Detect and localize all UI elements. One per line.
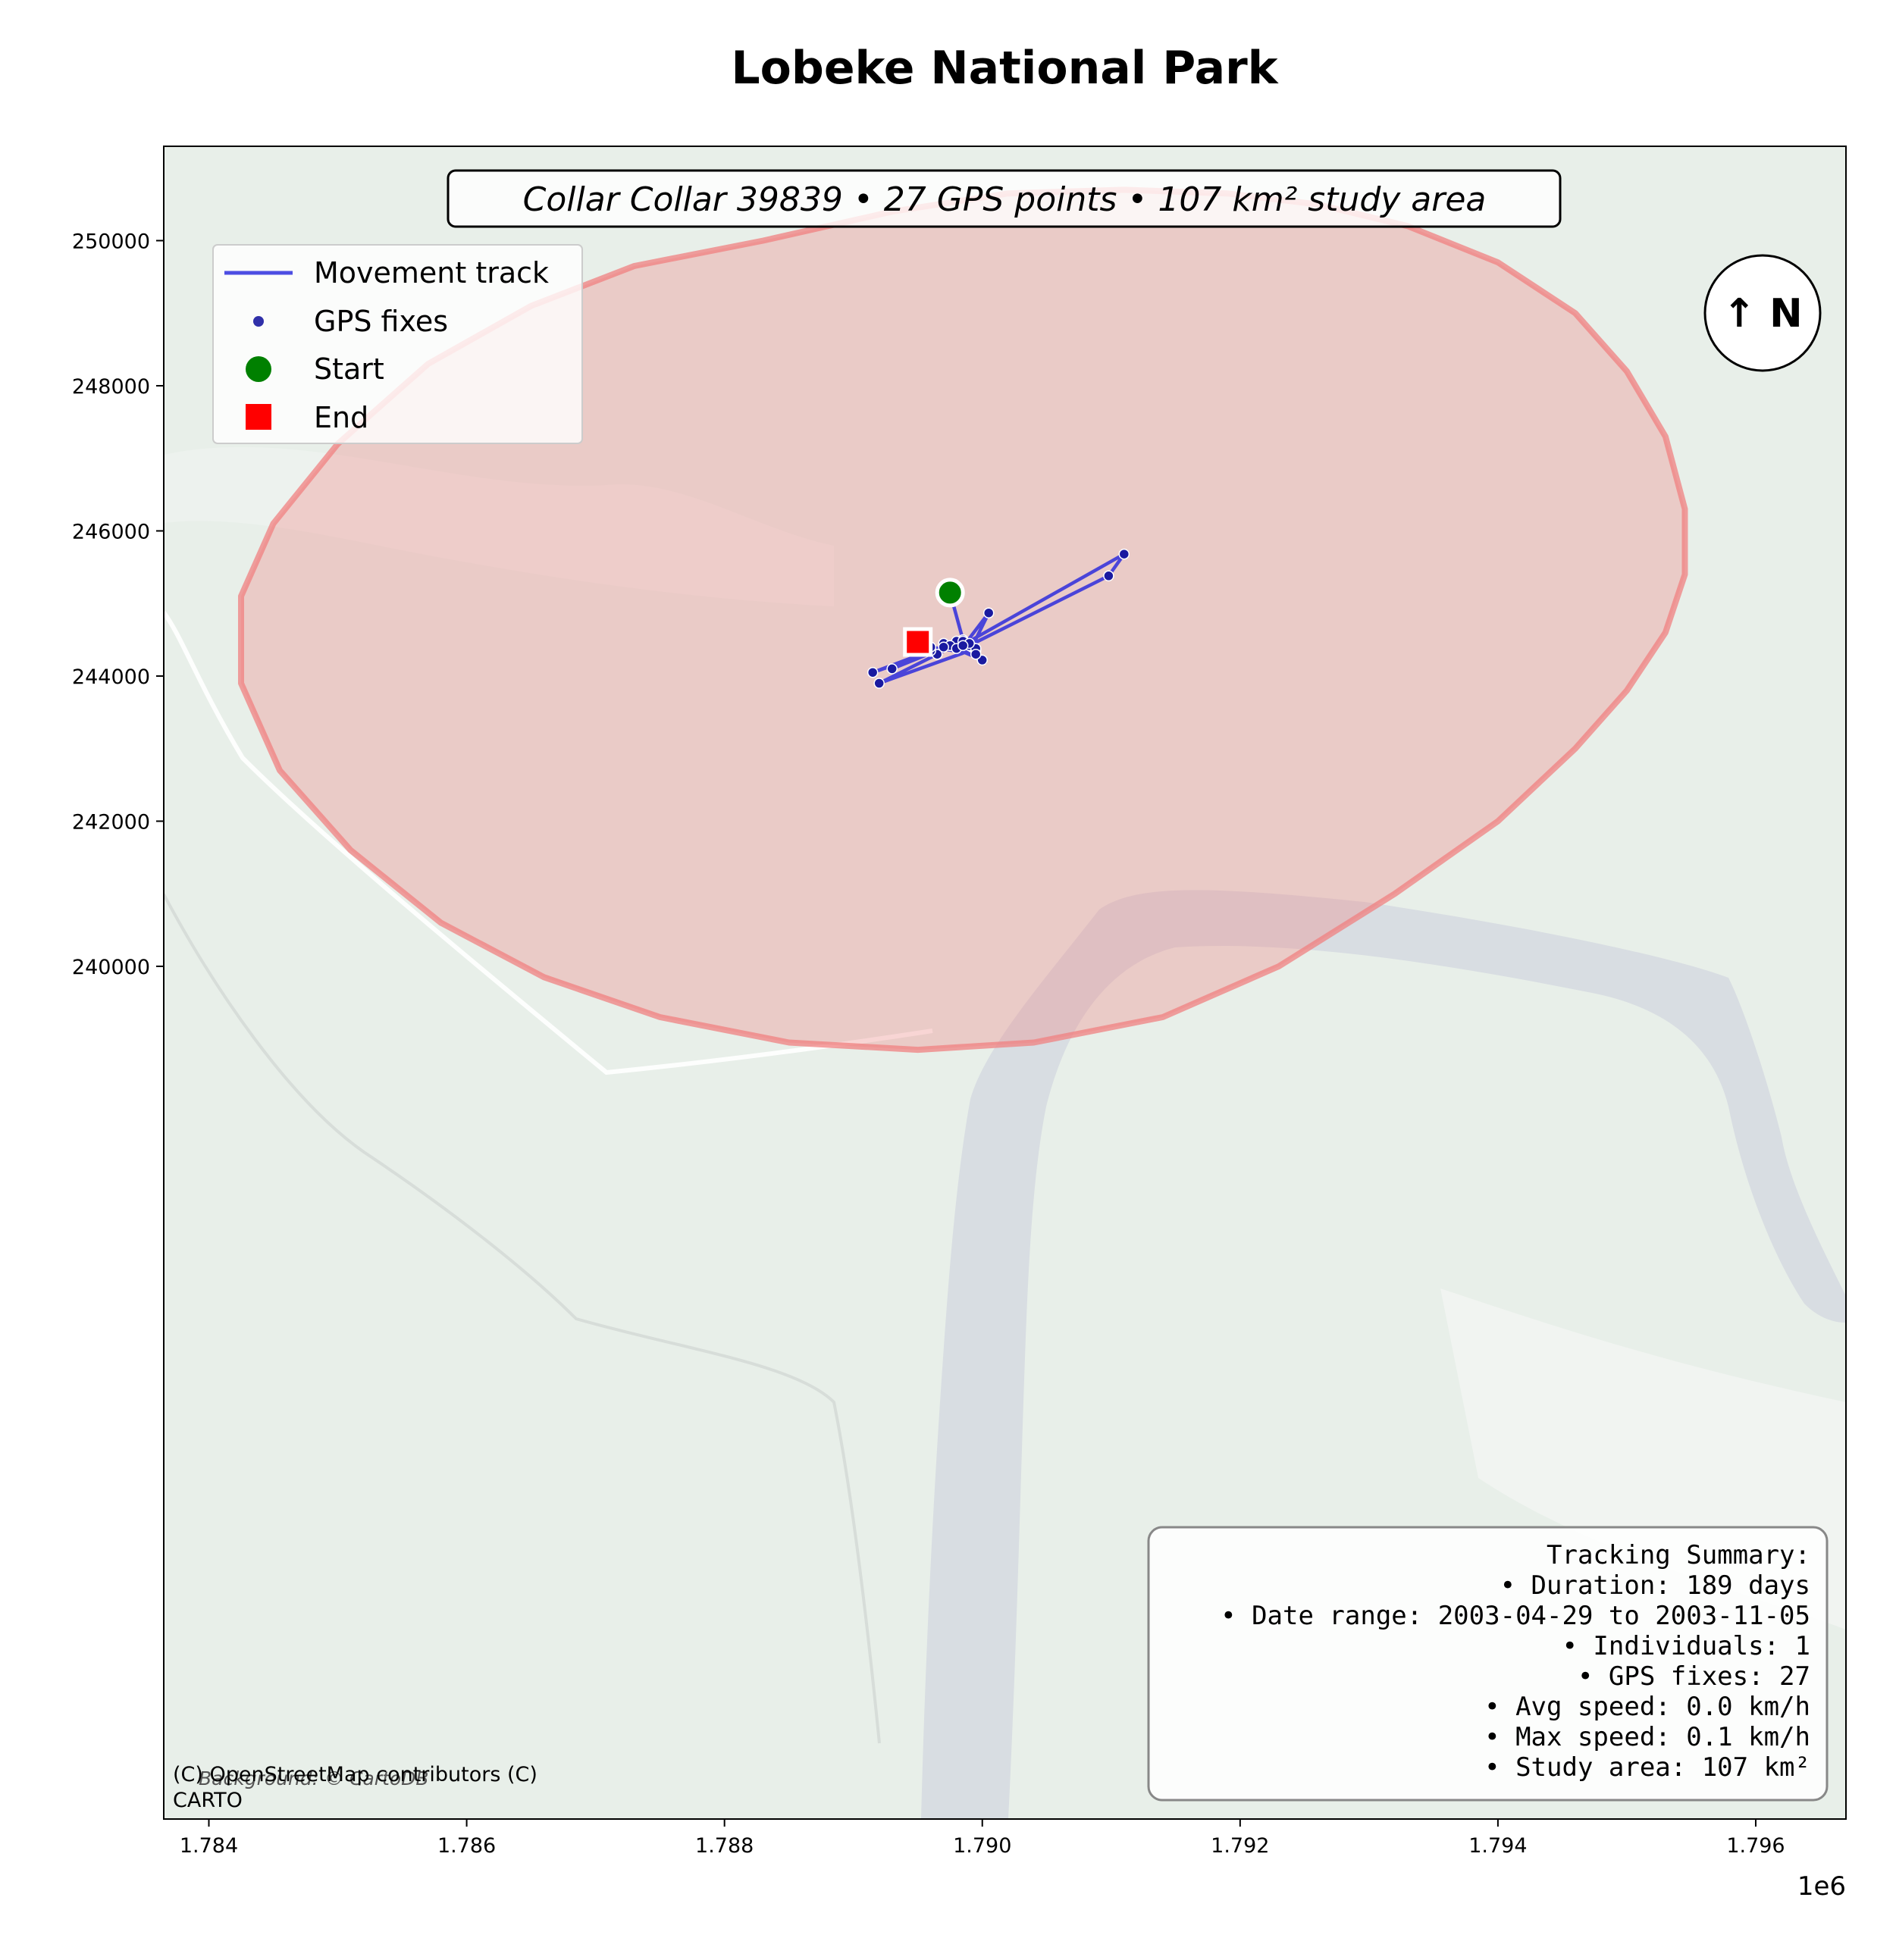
legend-item-start: Start xyxy=(246,352,384,386)
legend-item-end: End xyxy=(246,401,368,434)
start-marker xyxy=(935,578,965,608)
legend-track-label: Movement track xyxy=(314,256,549,290)
y-tick-label: 246000 xyxy=(72,520,150,543)
x-axis-multiplier: 1e6 xyxy=(1797,1871,1846,1902)
legend-end-swatch xyxy=(246,404,271,430)
x-tick-label: 1.792 xyxy=(1211,1834,1269,1858)
y-axis: 240000 242000 244000 246000 248000 250000 xyxy=(72,230,164,979)
basemap-road xyxy=(164,611,933,1075)
x-axis: 1e6 1.784 1.786 1.788 1.790 1.792 1.794 1.796 xyxy=(180,1819,1846,1902)
legend-start-swatch xyxy=(246,356,271,382)
gps-fix-point xyxy=(957,640,969,651)
gps-fix-point xyxy=(982,607,995,618)
x-tick-label: 1.790 xyxy=(953,1834,1011,1858)
y-tick-label: 240000 xyxy=(72,956,150,979)
gps-fix-point xyxy=(970,648,982,660)
legend-fixes-label: GPS fixes xyxy=(314,305,448,338)
y-tick-label: 248000 xyxy=(72,375,150,399)
end-marker xyxy=(903,627,933,657)
summary-avg-speed: • Avg speed: 0.0 km/h xyxy=(1484,1692,1810,1722)
legend-fixes-swatch xyxy=(253,316,264,327)
gps-fix-point xyxy=(1118,548,1130,560)
north-arrow: ↑ N xyxy=(1703,254,1822,372)
basemap-lowland-patch xyxy=(164,446,834,606)
plot-frame xyxy=(163,146,1847,1820)
gps-fix-point xyxy=(867,666,879,678)
map-subtitle: Collar Collar 39839 • 27 GPS points • 10… xyxy=(523,180,1487,219)
x-tick-label: 1.794 xyxy=(1468,1834,1527,1858)
attribution-background: Background: © CartoDB xyxy=(199,1767,429,1789)
legend-item-track: Movement track xyxy=(224,256,549,290)
legend-start-label: Start xyxy=(314,352,384,386)
summary-individuals: • Individuals: 1 xyxy=(1562,1631,1810,1661)
gps-fix-point xyxy=(886,663,898,675)
basemap-track-trail xyxy=(164,894,881,1744)
attribution-line-2: CARTO xyxy=(173,1789,243,1812)
summary-heading: Tracking Summary: xyxy=(1547,1540,1810,1570)
legend: Movement track GPS fixes Start End xyxy=(212,244,583,444)
y-tick-label: 244000 xyxy=(72,665,150,689)
gps-fix-point xyxy=(938,641,949,653)
attribution-line-1: (C) OpenStreetMap contributors (C) xyxy=(173,1763,537,1786)
x-tick-label: 1.784 xyxy=(180,1834,238,1858)
map-title: Lobeke National Park xyxy=(731,42,1279,95)
summary-gps-fixes: • GPS fixes: 27 xyxy=(1578,1661,1810,1692)
map-attribution: Background: © CartoDB (C) OpenStreetMap … xyxy=(173,1763,537,1812)
x-tick-label: 1.788 xyxy=(695,1834,754,1858)
summary-study-area: • Study area: 107 km² xyxy=(1484,1752,1810,1783)
tracking-summary: Tracking Summary: • Duration: 189 days •… xyxy=(1147,1526,1829,1802)
x-tick-label: 1.796 xyxy=(1726,1834,1785,1858)
summary-date-range: • Date range: 2003-04-29 to 2003-11-05 xyxy=(1221,1601,1810,1631)
north-arrow-label: ↑ N xyxy=(1722,291,1802,337)
gps-fix-point xyxy=(1103,570,1114,582)
summary-duration: • Duration: 189 days xyxy=(1500,1570,1810,1601)
x-tick-label: 1.786 xyxy=(437,1834,496,1858)
subtitle-box: Collar Collar 39839 • 27 GPS points • 10… xyxy=(447,169,1562,228)
legend-end-label: End xyxy=(314,401,368,434)
legend-item-fixes: GPS fixes xyxy=(253,305,448,338)
y-tick-label: 250000 xyxy=(72,230,150,253)
summary-max-speed: • Max speed: 0.1 km/h xyxy=(1484,1722,1810,1752)
gps-fix-point xyxy=(873,678,885,689)
y-tick-label: 242000 xyxy=(72,810,150,834)
